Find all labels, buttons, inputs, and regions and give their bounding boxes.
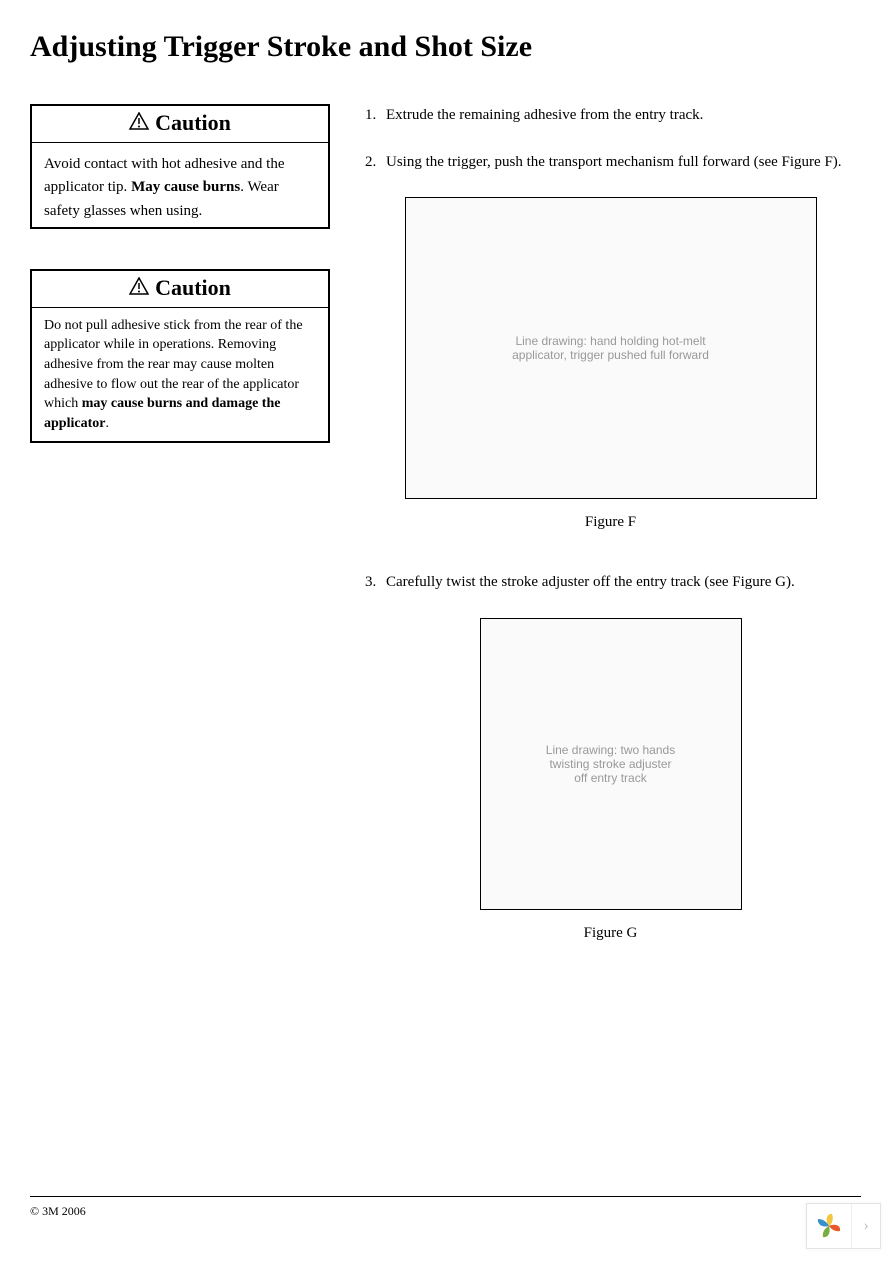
caution-body-2: Do not pull adhesive stick from the rear… <box>32 308 328 442</box>
document-page: Adjusting Trigger Stroke and Shot Size C… <box>0 0 891 1269</box>
caution-label-2: Caution <box>155 275 231 301</box>
petal-3 <box>823 1226 830 1237</box>
petal-2 <box>829 1225 840 1231</box>
step-1: Extrude the remaining adhesive from the … <box>380 104 861 127</box>
figure-g: Line drawing: two hands twisting stroke … <box>360 618 861 942</box>
right-column: Extrude the remaining adhesive from the … <box>330 104 861 982</box>
page-title: Adjusting Trigger Stroke and Shot Size <box>30 30 861 64</box>
footer-rule <box>30 1196 861 1197</box>
figure-f-alt: Line drawing: hand holding hot-melt appl… <box>508 334 713 362</box>
footer-copyright: © 3M 2006 <box>30 1204 86 1219</box>
caution-header-2: Caution <box>32 271 328 308</box>
caution-body-1: Avoid contact with hot adhesive and the … <box>32 143 328 227</box>
caution-header-1: Caution <box>32 106 328 143</box>
steps-list: Extrude the remaining adhesive from the … <box>360 104 861 173</box>
warning-icon <box>129 275 149 301</box>
caution-title-2: Caution <box>129 275 231 301</box>
caution1-bold: May cause burns <box>131 179 240 195</box>
figure-f: Line drawing: hand holding hot-melt appl… <box>360 197 861 531</box>
chevron-right-icon[interactable]: › <box>852 1204 880 1248</box>
step-3: Carefully twist the stroke adjuster off … <box>380 571 861 594</box>
caution-label-1: Caution <box>155 110 231 136</box>
caution2-post: . <box>105 416 109 431</box>
figure-f-caption: Figure F <box>360 514 861 531</box>
warning-icon <box>129 110 149 136</box>
steps-list-cont: Carefully twist the stroke adjuster off … <box>360 571 861 594</box>
yii-logo-icon[interactable] <box>807 1204 852 1248</box>
caution-box-2: Caution Do not pull adhesive stick from … <box>30 269 330 444</box>
caution-box-1: Caution Avoid contact with hot adhesive … <box>30 104 330 229</box>
step-2: Using the trigger, push the transport me… <box>380 151 861 174</box>
figure-g-image: Line drawing: two hands twisting stroke … <box>480 618 742 910</box>
content-row: Caution Avoid contact with hot adhesive … <box>30 104 861 982</box>
corner-widget[interactable]: › <box>806 1203 881 1249</box>
figure-f-image: Line drawing: hand holding hot-melt appl… <box>405 197 817 499</box>
caution-title-1: Caution <box>129 110 231 136</box>
figure-g-alt: Line drawing: two hands twisting stroke … <box>546 743 676 785</box>
figure-g-caption: Figure G <box>360 925 861 942</box>
left-column: Caution Avoid contact with hot adhesive … <box>30 104 330 483</box>
